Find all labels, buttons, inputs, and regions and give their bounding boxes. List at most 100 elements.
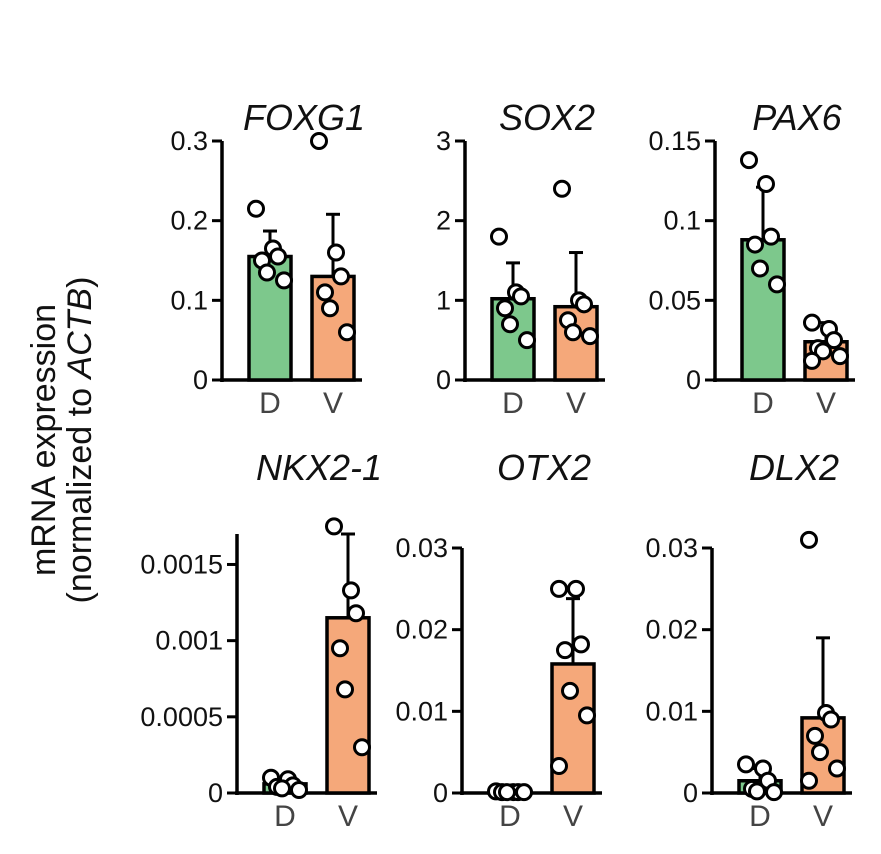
data-point-V <box>550 757 568 776</box>
y-tick-label: 0.15 <box>648 126 701 156</box>
data-point-D <box>518 331 536 350</box>
data-point-D <box>273 779 291 798</box>
y-tick-label: 0.03 <box>395 533 448 563</box>
data-point-V <box>803 313 821 332</box>
data-point-V <box>800 771 818 790</box>
data-point-D <box>768 275 786 294</box>
data-point-D <box>501 315 519 334</box>
data-point-D <box>496 299 514 318</box>
data-point-D <box>515 783 533 802</box>
x-tick-label: V <box>563 800 583 833</box>
panel-title: NKX2-1 <box>256 447 382 488</box>
panel-sox2: SOX2 0 1 2 3 D V <box>436 97 605 420</box>
data-point-V <box>316 283 334 302</box>
data-point-V <box>806 726 824 745</box>
x-tick-label: D <box>749 800 771 833</box>
y-tick-label: 0.0005 <box>140 702 223 732</box>
x-tick-label: V <box>813 800 833 833</box>
data-point-V <box>825 331 843 350</box>
panel-title: FOXG1 <box>243 97 365 138</box>
x-tick-label: V <box>323 387 343 420</box>
y-tick-label: 0 <box>436 365 451 395</box>
x-tick-label: D <box>259 387 281 420</box>
y-tick-label: 0 <box>193 365 208 395</box>
y-tick-label: 0 <box>208 778 223 808</box>
y-tick-label: 3 <box>436 126 451 156</box>
data-point-V <box>567 579 585 598</box>
y-tick-label: 0.1 <box>663 206 701 236</box>
data-point-V <box>831 347 849 366</box>
panel-foxg1: FOXG1 0 0.1 0.2 0.3 D V <box>170 97 365 420</box>
data-point-D <box>765 783 783 802</box>
data-point-D <box>275 271 293 290</box>
x-tick-label: V <box>338 800 358 833</box>
panel-title: OTX2 <box>497 447 591 488</box>
data-point-V <box>581 327 599 346</box>
data-point-D <box>737 755 755 774</box>
data-point-V <box>803 351 821 370</box>
data-point-D <box>512 287 530 306</box>
data-point-V <box>321 299 339 318</box>
x-tick-label: D <box>499 800 521 833</box>
data-point-V <box>572 635 590 654</box>
y-axis-label-line1: mRNA expression <box>25 304 63 576</box>
data-point-V <box>578 706 596 725</box>
panel-title: DLX2 <box>749 447 839 488</box>
data-point-V <box>338 323 356 342</box>
data-point-V <box>553 179 571 198</box>
data-point-D <box>247 199 265 218</box>
data-point-D <box>490 227 508 246</box>
y-axis-label: mRNA expression (normalized to ACTB) <box>25 277 99 604</box>
y-tick-label: 0.03 <box>645 533 698 563</box>
data-point-V <box>561 681 579 700</box>
data-point-V <box>828 759 846 778</box>
y-tick-label: 0.0015 <box>140 549 223 579</box>
data-point-V <box>556 641 574 660</box>
data-point-V <box>575 295 593 314</box>
data-point-D <box>748 782 766 801</box>
panel-otx2: OTX2 0 0.01 0.02 0.03 D V <box>395 447 602 833</box>
data-point-V <box>336 680 354 699</box>
y-tick-label: 0.01 <box>395 696 448 726</box>
panel-title: SOX2 <box>499 97 595 138</box>
panel-dlx2: DLX2 0 0.01 0.02 0.03 D V <box>645 447 852 833</box>
panel-title: PAX6 <box>752 97 842 138</box>
y-tick-label: 0.3 <box>170 126 208 156</box>
data-point-V <box>342 581 360 600</box>
y-tick-label: 0.1 <box>170 285 208 315</box>
y-tick-label: 2 <box>436 206 451 236</box>
data-point-V <box>814 342 832 361</box>
data-point-V <box>332 267 350 286</box>
y-axis-label-line2: (normalized to ACTB) <box>61 277 99 604</box>
data-point-D <box>757 175 775 194</box>
data-point-V <box>327 243 345 262</box>
y-tick-label: 1 <box>436 285 451 315</box>
y-tick-label: 0.05 <box>648 285 701 315</box>
y-tick-label: 0.001 <box>155 626 223 656</box>
data-point-D <box>740 151 758 170</box>
data-point-V <box>822 710 840 729</box>
data-point-V <box>325 517 343 536</box>
x-tick-label: V <box>566 387 586 420</box>
data-point-V <box>353 738 371 757</box>
data-point-D <box>269 247 287 266</box>
y-tick-label: 0.01 <box>645 696 698 726</box>
y-tick-label: 0.2 <box>170 206 208 236</box>
data-point-V <box>331 639 349 658</box>
y-tick-label: 0 <box>433 778 448 808</box>
data-point-D <box>498 783 516 802</box>
panel-nkx2-1: NKX2-1 0 0.0005 0.001 0.0015 D V <box>140 447 382 833</box>
data-point-V <box>564 323 582 342</box>
x-tick-label: D <box>274 800 296 833</box>
y-tick-label: 0 <box>683 778 698 808</box>
panel-pax6: PAX6 0 0.05 0.1 0.15 D V <box>648 97 855 420</box>
data-point-D <box>762 227 780 246</box>
y-tick-label: 0 <box>686 365 701 395</box>
data-point-V <box>550 579 568 598</box>
x-tick-label: V <box>816 387 836 420</box>
y-tick-label: 0.02 <box>645 615 698 645</box>
data-point-D <box>751 259 769 278</box>
data-point-V <box>310 132 328 150</box>
data-point-V <box>811 743 829 762</box>
